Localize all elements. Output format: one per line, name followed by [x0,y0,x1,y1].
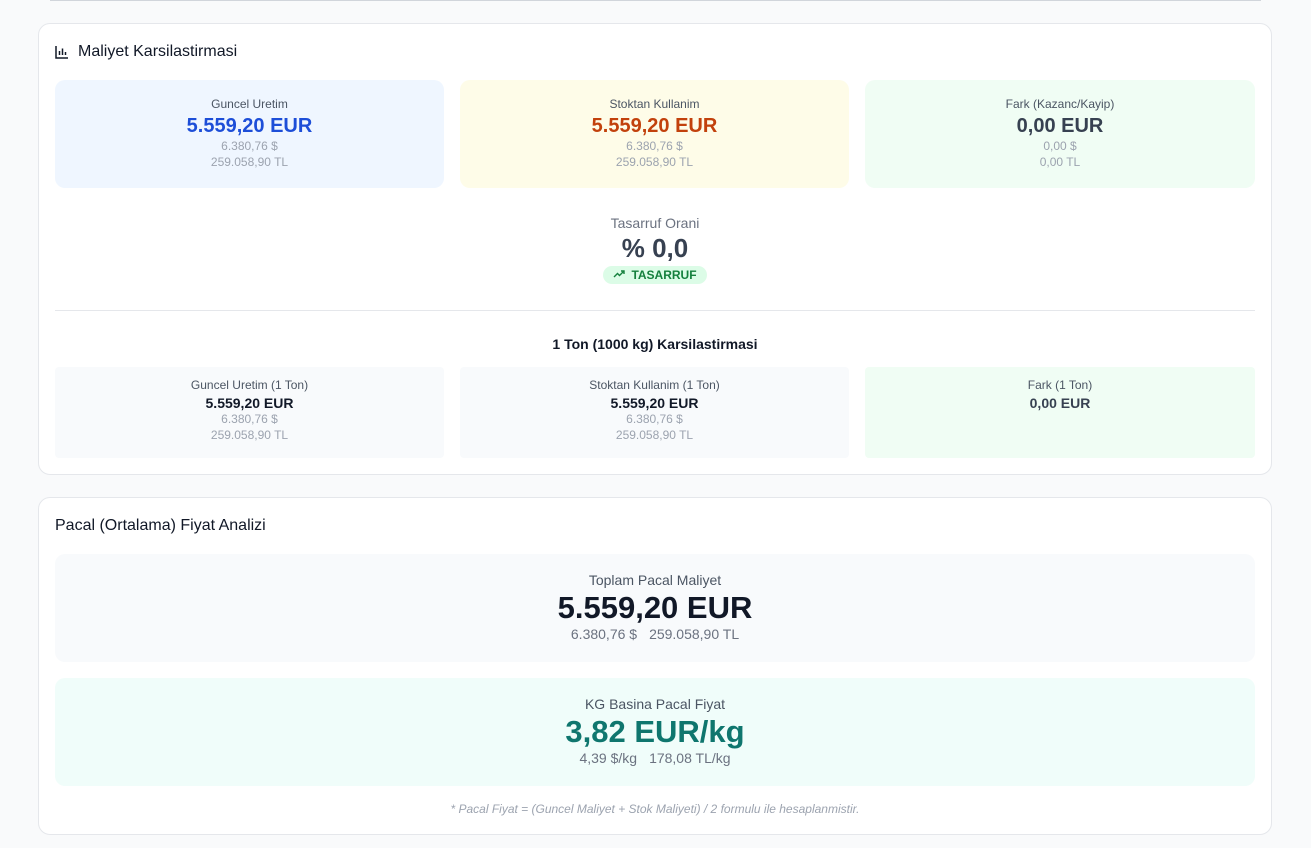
bar-chart-icon [55,45,69,59]
pacal-per-kg-usd: 4,39 $/kg [579,750,638,766]
difference-usd: 0,00 $ [1043,139,1077,153]
pacal-analysis-card: Pacal (Ortalama) Fiyat Analizi Toplam Pa… [38,497,1272,835]
per-ton-current-production-tile: Guncel Uretim (1 Ton) 5.559,20 EUR 6.380… [55,367,444,458]
per-ton-stock-usage-label: Stoktan Kullanim (1 Ton) [589,378,720,392]
pacal-analysis-header: Pacal (Ortalama) Fiyat Analizi [55,517,266,535]
pacal-total-usd: 6.380,76 $ [570,626,638,642]
per-ton-stock-usage-tl: 259.058,90 TL [615,428,694,442]
savings-badge-label: TASARRUF [631,268,697,282]
pacal-total-label: Toplam Pacal Maliyet [588,572,722,588]
per-ton-difference-label: Fark (1 Ton) [1027,378,1093,392]
per-ton-difference-eur: 0,00 EUR [1029,395,1091,411]
current-production-tl: 259.058,90 TL [210,155,289,169]
stock-usage-usd: 6.380,76 $ [626,139,683,153]
cost-comparison-title: Maliyet Karsilastirmasi [78,43,238,60]
current-production-eur: 5.559,20 EUR [186,115,313,137]
difference-label: Fark (Kazanc/Kayip) [1005,97,1115,111]
top-divider [50,0,1261,1]
per-ton-current-production-label: Guncel Uretim (1 Ton) [190,378,309,392]
trending-up-icon [613,268,626,282]
current-production-usd: 6.380,76 $ [221,139,278,153]
pacal-total-eur: 5.559,20 EUR [557,590,753,625]
savings-rate-value: % 0,0 [621,233,689,263]
difference-tl: 0,00 TL [1039,155,1081,169]
per-ton-stock-usage-usd: 6.380,76 $ [626,412,683,426]
stock-usage-eur: 5.559,20 EUR [591,115,718,137]
per-ton-current-production-usd: 6.380,76 $ [221,412,278,426]
difference-tile: Fark (Kazanc/Kayip) 0,00 EUR 0,00 $ 0,00… [865,80,1255,188]
savings-rate: Tasarruf Orani % 0,0 TASARRUF [39,215,1271,284]
stock-usage-tl: 259.058,90 TL [615,155,694,169]
per-ton-title: 1 Ton (1000 kg) Karsilastirmasi [552,336,758,352]
stock-usage-label: Stoktan Kullanim [609,97,700,111]
pacal-per-kg-tile: KG Basina Pacal Fiyat 3,82 EUR/kg 4,39 $… [55,678,1255,786]
difference-eur: 0,00 EUR [1016,115,1104,137]
cost-comparison-header: Maliyet Karsilastirmasi [55,43,237,61]
pacal-total-tile: Toplam Pacal Maliyet 5.559,20 EUR 6.380,… [55,554,1255,662]
pacal-per-kg-secondary: 4,39 $/kg 178,08 TL/kg [55,750,1255,766]
per-ton-current-production-tl: 259.058,90 TL [210,428,289,442]
cost-comparison-card: Maliyet Karsilastirmasi Guncel Uretim 5.… [38,23,1272,475]
stock-usage-tile: Stoktan Kullanim 5.559,20 EUR 6.380,76 $… [460,80,849,188]
pacal-per-kg-eur: 3,82 EUR/kg [565,714,745,749]
pacal-total-secondary: 6.380,76 $ 259.058,90 TL [55,626,1255,642]
per-ton-stock-usage-eur: 5.559,20 EUR [610,395,699,411]
per-ton-difference-tile: Fark (1 Ton) 0,00 EUR [865,367,1255,458]
current-production-label: Guncel Uretim [211,97,288,111]
pacal-footnote: * Pacal Fiyat = (Guncel Maliyet + Stok M… [450,802,860,816]
section-divider [55,310,1255,311]
current-production-tile: Guncel Uretim 5.559,20 EUR 6.380,76 $ 25… [55,80,444,188]
per-ton-stock-usage-tile: Stoktan Kullanim (1 Ton) 5.559,20 EUR 6.… [460,367,849,458]
pacal-total-tl: 259.058,90 TL [649,626,740,642]
pacal-analysis-title: Pacal (Ortalama) Fiyat Analizi [55,517,266,534]
pacal-per-kg-label: KG Basina Pacal Fiyat [584,696,726,712]
per-ton-current-production-eur: 5.559,20 EUR [205,395,294,411]
pacal-per-kg-tl: 178,08 TL/kg [649,750,731,766]
savings-badge: TASARRUF [603,266,707,284]
savings-rate-label: Tasarruf Orani [610,215,700,231]
